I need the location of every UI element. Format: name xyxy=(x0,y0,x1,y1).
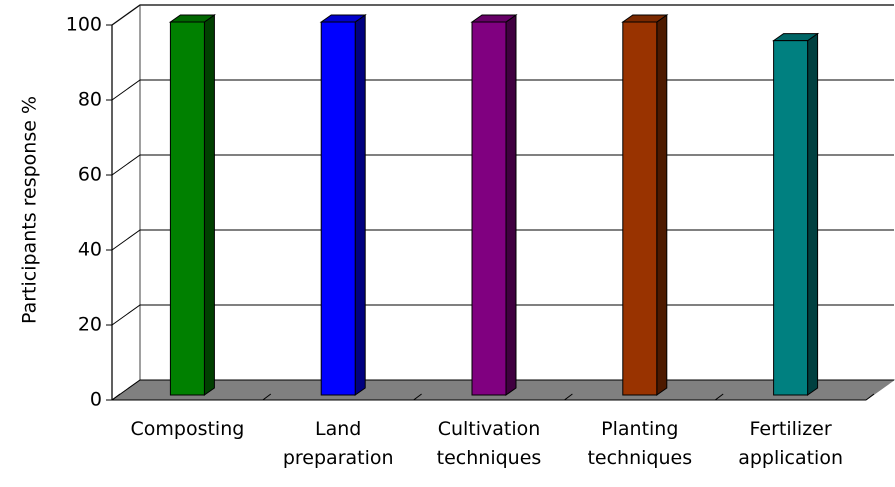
x-tick-label: Planting techniques xyxy=(587,418,692,469)
y-axis-label: Participants response % xyxy=(19,96,41,324)
x-tick xyxy=(111,393,121,401)
bar xyxy=(168,14,216,396)
x-tick xyxy=(262,393,272,401)
x-tick xyxy=(564,393,573,401)
y-tick-label: 20 xyxy=(78,314,102,336)
bar-side xyxy=(354,14,366,396)
y-tick-label: 60 xyxy=(78,164,102,186)
grid-line xyxy=(111,4,894,26)
bar-front xyxy=(773,40,809,396)
bar xyxy=(470,14,518,396)
bar xyxy=(621,14,669,396)
x-tick-label: Composting xyxy=(130,418,244,440)
bar-side xyxy=(807,32,819,396)
y-tick-label: 40 xyxy=(78,239,102,261)
bar-side xyxy=(203,14,215,396)
x-tick-label: Land preparation xyxy=(283,418,394,469)
x-tick xyxy=(865,393,875,401)
bar xyxy=(772,32,820,396)
x-tick-label: Cultivation techniques xyxy=(437,418,542,469)
bar-front xyxy=(471,21,507,396)
bar-side xyxy=(656,14,668,396)
y-tick-label: 100 xyxy=(66,14,102,36)
bar-side xyxy=(505,14,517,396)
x-tick xyxy=(714,393,724,401)
bar-front xyxy=(169,21,205,396)
x-tick-label: Fertilizer application xyxy=(738,418,843,469)
bar xyxy=(319,14,367,396)
y-tick-label: 80 xyxy=(78,89,102,111)
x-tick xyxy=(413,393,422,401)
y-tick-label: 0 xyxy=(90,389,102,411)
bar-front xyxy=(320,21,356,396)
bar-front xyxy=(622,21,658,396)
